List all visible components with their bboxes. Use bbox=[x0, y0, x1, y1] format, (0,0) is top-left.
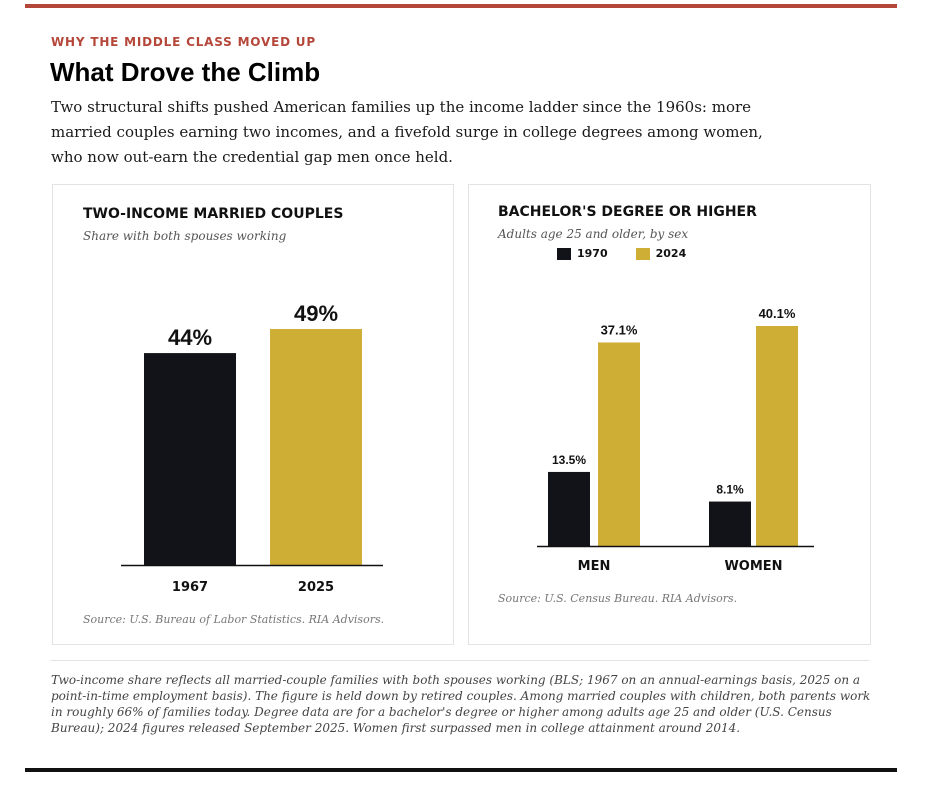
chart-subtitle: Share with both spouses working bbox=[83, 229, 287, 243]
legend-label: 1970 bbox=[577, 247, 608, 260]
legend-item-1970: 1970 bbox=[557, 247, 608, 260]
footnote: Two-income share reflects all married-co… bbox=[51, 673, 871, 735]
bar-1967 bbox=[144, 353, 236, 565]
chart-source: Source: U.S. Census Bureau. RIA Advisors… bbox=[498, 592, 738, 605]
chart-panel-two-income: TWO-INCOME MARRIED COUPLES Share with bo… bbox=[52, 184, 454, 645]
top-rule bbox=[25, 4, 897, 8]
bar-men-1970 bbox=[548, 471, 590, 546]
chart-subtitle: Adults age 25 and older, by sex bbox=[498, 227, 689, 241]
x-tick-label: WOMEN bbox=[724, 559, 782, 574]
data-label: 44% bbox=[168, 325, 212, 350]
kicker: WHY THE MIDDLE CLASS MOVED UP bbox=[51, 35, 316, 49]
data-label: 40.1% bbox=[759, 306, 796, 321]
data-label: 8.1% bbox=[716, 483, 744, 497]
bar-women-2024 bbox=[756, 326, 798, 546]
legend-swatch bbox=[635, 247, 650, 260]
footnote-rule bbox=[51, 660, 869, 661]
bar-men-2024 bbox=[598, 342, 640, 546]
data-label: 37.1% bbox=[601, 322, 638, 337]
chart-title: TWO-INCOME MARRIED COUPLES bbox=[83, 206, 344, 222]
data-label: 13.5% bbox=[552, 453, 586, 467]
bottom-rule bbox=[25, 768, 897, 772]
legend-item-2024: 2024 bbox=[635, 247, 687, 260]
chart-source: Source: U.S. Bureau of Labor Statistics.… bbox=[83, 613, 385, 626]
chart-legend: 1970 2024 bbox=[557, 247, 714, 260]
bar-women-1970 bbox=[709, 501, 751, 546]
x-tick-label: MEN bbox=[578, 559, 611, 574]
headline: What Drove the Climb bbox=[50, 57, 321, 87]
two-income-chart: 44% 1967 49% 2025 bbox=[121, 301, 383, 595]
chart-panel-degrees: BACHELOR'S DEGREE OR HIGHER Adults age 2… bbox=[468, 184, 871, 645]
chart-title: BACHELOR'S DEGREE OR HIGHER bbox=[498, 204, 757, 220]
x-tick-label: 2025 bbox=[298, 580, 334, 595]
legend-label: 2024 bbox=[655, 247, 687, 260]
legend-swatch bbox=[557, 247, 571, 260]
degree-chart: 13.5% 37.1% MEN 8.1% 40.1% WOMEN bbox=[537, 306, 814, 574]
bar-2025 bbox=[270, 329, 362, 565]
x-tick-label: 1967 bbox=[172, 580, 208, 595]
dek: Two structural shifts pushed American fa… bbox=[51, 98, 763, 166]
data-label: 49% bbox=[294, 301, 338, 326]
